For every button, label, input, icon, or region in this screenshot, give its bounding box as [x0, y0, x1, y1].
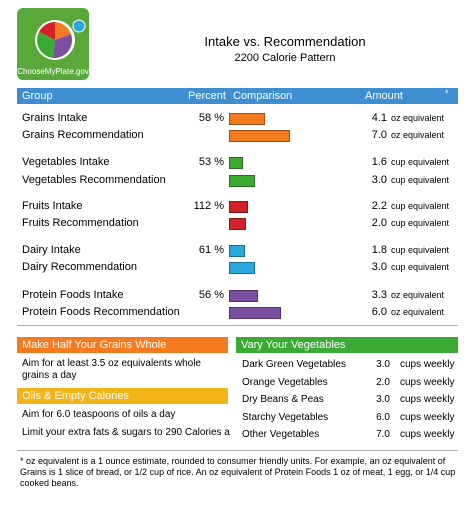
col-group: Group	[22, 90, 53, 102]
row-label: Vegetables Intake	[22, 156, 110, 168]
subtitle: 2200 Calorie Pattern	[234, 52, 336, 64]
veg-amount: 6.0	[376, 411, 390, 423]
table-header	[17, 88, 458, 104]
row-unit: oz equivalent	[391, 130, 445, 140]
plate-veg	[37, 32, 55, 58]
row-percent: 56 %	[198, 289, 224, 301]
row-amount: 4.1	[371, 112, 387, 124]
bar	[229, 307, 282, 319]
row-unit: cup equivalent	[391, 245, 450, 255]
row-label: Grains Intake	[22, 112, 88, 124]
footnote: * oz equivalent is a 1 ounce estimate, r…	[20, 456, 456, 488]
row-percent: 53 %	[198, 156, 224, 168]
row-percent: 112 %	[193, 200, 224, 212]
row-amount: 2.0	[371, 217, 387, 229]
oils-box-title: Oils & Empty Calories	[17, 388, 228, 404]
row-unit: cup equivalent	[391, 175, 450, 185]
row-amount: 1.6	[371, 156, 387, 168]
row-amount: 3.0	[371, 174, 387, 186]
bar	[229, 175, 256, 187]
veg-amount: 3.0	[376, 359, 390, 370]
oils-line: Aim for 6.0 teaspoons of oils a day	[22, 409, 176, 420]
row-label: Protein Foods Recommendation	[22, 306, 180, 318]
col-percent: Percent	[188, 90, 226, 102]
plate-fruit	[39, 22, 55, 40]
bar	[229, 157, 243, 169]
col-comparison: Comparison	[233, 90, 293, 102]
veg-unit: cups weekly	[400, 376, 455, 388]
row-unit: oz equivalent	[391, 307, 445, 317]
grains-box-text: Aim for at least 3.5 oz equivalents whol…	[22, 358, 201, 381]
logo: ChooseMyPlate.gov	[17, 8, 89, 80]
grains-box-title: Make Half Your Grains Whole	[17, 337, 228, 353]
bar	[229, 262, 256, 274]
veg-unit: cups weekly	[400, 359, 455, 370]
row-label: Grains Recommendation	[22, 129, 144, 141]
row-unit: cup equivalent	[391, 218, 450, 228]
veg-amount: 3.0	[376, 394, 390, 405]
bar	[229, 201, 249, 213]
row-amount: 3.0	[371, 261, 387, 273]
veg-unit: cups weekly	[400, 429, 455, 440]
title: Intake vs. Recommendation	[204, 34, 366, 49]
veg-unit: cups weekly	[400, 394, 455, 405]
bar	[229, 130, 290, 142]
row-percent: 61 %	[198, 244, 224, 256]
plate-protein	[53, 34, 73, 59]
veg-name: Starchy Vegetables	[242, 411, 329, 423]
veg-unit: cups weekly	[400, 411, 455, 423]
cup	[72, 19, 86, 33]
bar	[229, 245, 245, 257]
divider	[17, 450, 458, 451]
row-label: Fruits Recommendation	[22, 217, 139, 229]
logo-text: ChooseMyPlate.gov	[17, 67, 89, 76]
col-note: *	[445, 88, 449, 98]
row-percent: 58 %	[198, 112, 224, 124]
row-unit: oz equivalent	[391, 290, 445, 300]
veg-box-title: Vary Your Vegetables	[236, 337, 458, 353]
row-unit: cup equivalent	[391, 201, 450, 211]
bar	[229, 218, 247, 230]
veg-amount: 2.0	[376, 376, 390, 388]
row-label: Protein Foods Intake	[22, 289, 124, 301]
row-amount: 3.3	[371, 289, 387, 301]
row-amount: 1.8	[371, 244, 387, 256]
row-amount: 2.2	[371, 200, 387, 212]
veg-name: Dry Beans & Peas	[242, 394, 324, 405]
row-label: Dairy Recommendation	[22, 261, 137, 273]
veg-name: Dark Green Vegetables	[242, 359, 346, 370]
bar	[229, 113, 265, 125]
row-label: Fruits Intake	[22, 200, 83, 212]
col-amount: Amount	[365, 90, 403, 102]
row-amount: 7.0	[371, 129, 387, 141]
row-unit: oz equivalent	[391, 113, 445, 123]
veg-name: Other Vegetables	[242, 429, 320, 440]
row-label: Dairy Intake	[22, 244, 81, 256]
row-unit: cup equivalent	[391, 262, 450, 272]
row-amount: 6.0	[371, 306, 387, 318]
oils-line: Limit your extra fats & sugars to 290 Ca…	[22, 427, 230, 438]
row-unit: cup equivalent	[391, 157, 450, 167]
veg-amount: 7.0	[376, 429, 390, 440]
divider	[17, 325, 458, 326]
bar	[229, 290, 258, 302]
veg-name: Orange Vegetables	[242, 376, 328, 388]
row-label: Vegetables Recommendation	[22, 174, 166, 186]
